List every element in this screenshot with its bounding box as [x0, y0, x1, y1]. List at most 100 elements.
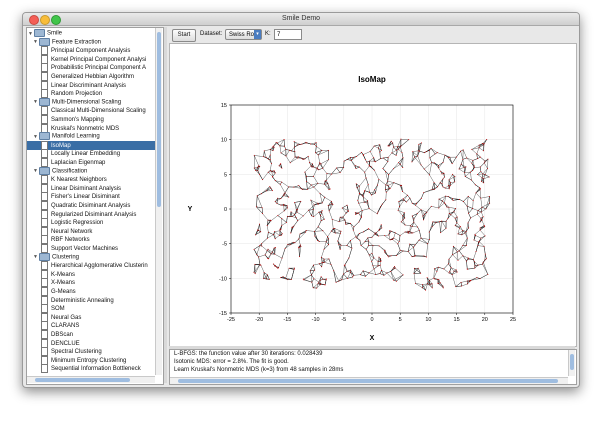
start-button[interactable]: Start: [172, 29, 196, 42]
tree-leaf-item[interactable]: G-Means: [27, 287, 155, 296]
tree-leaf-item[interactable]: Probabilistic Principal Component A: [27, 63, 155, 73]
tree-leaf-item[interactable]: CLARANS: [27, 321, 155, 331]
graph-edge: [398, 149, 403, 153]
graph-edge: [316, 283, 319, 289]
disclosure-triangle-icon[interactable]: ▼: [33, 39, 38, 46]
tree-folder-item[interactable]: ▼ Multi-Dimensional Scaling: [27, 97, 155, 107]
tree-leaf-item[interactable]: Quadratic Disiminant Analysis: [27, 201, 155, 210]
data-point: [360, 215, 362, 217]
graph-edge: [475, 188, 481, 193]
graph-edge: [418, 144, 420, 152]
data-point: [300, 200, 302, 202]
graph-edge: [462, 238, 468, 246]
graph-edge: [461, 232, 466, 235]
graph-edge: [412, 203, 416, 206]
tree-vertical-scrollbar[interactable]: [155, 28, 162, 375]
disclosure-triangle-icon[interactable]: ▼: [33, 99, 38, 106]
tree-leaf-item[interactable]: Linear Discriminant Analysis: [27, 80, 155, 90]
tree-leaf-item[interactable]: Support Vector Machines: [27, 244, 155, 253]
graph-edge: [359, 231, 364, 234]
tree-folder-item[interactable]: ▼ Feature Extraction: [27, 37, 155, 47]
tree-leaf-item[interactable]: X-Means: [27, 278, 155, 288]
log-scroll-thumb[interactable]: [570, 354, 574, 370]
tree-leaf-item[interactable]: Linear Disiminant Analysis: [27, 183, 155, 193]
data-point: [277, 197, 279, 199]
tree-folder-item[interactable]: ▼ Smile: [27, 29, 155, 38]
tree-leaf-item[interactable]: DENCLUE: [27, 338, 155, 348]
disclosure-triangle-icon[interactable]: ▼: [28, 30, 33, 37]
graph-edge: [345, 222, 351, 224]
tree-leaf-item[interactable]: Generalized Hebbian Algorithm: [27, 72, 155, 81]
tree-leaf-item[interactable]: Principal Component Analysis: [27, 46, 155, 56]
horizontal-split-divider[interactable]: [169, 346, 575, 349]
tree-leaf-item[interactable]: Sammon's Mapping: [27, 115, 155, 124]
graph-edge: [369, 268, 375, 273]
tree-leaf-item[interactable]: Kernel Principal Component Analysi: [27, 54, 155, 64]
graph-edge: [268, 171, 272, 173]
tree-leaf-item[interactable]: IsoMap: [27, 140, 155, 150]
tree-folder-item[interactable]: ▼ Classification: [27, 166, 155, 176]
vertical-split-divider[interactable]: [164, 27, 167, 383]
tree-horizontal-scrollbar[interactable]: [27, 376, 155, 383]
tree-leaf-item[interactable]: Logistic Regression: [27, 218, 155, 228]
data-point: [254, 273, 256, 275]
tree-folder-item[interactable]: ▼ Manifold Learning: [27, 132, 155, 141]
tree-leaf-item[interactable]: Minimum Entropy Clustering: [27, 355, 155, 365]
tree-leaf-item[interactable]: Classical Multi-Dimensional Scaling: [27, 106, 155, 116]
close-window-button[interactable]: [29, 15, 39, 25]
log-hscroll-thumb[interactable]: [178, 379, 558, 383]
data-point: [325, 179, 327, 181]
k-input[interactable]: 7: [274, 29, 302, 40]
tree-leaf-item[interactable]: DBScan: [27, 330, 155, 339]
data-point: [335, 281, 337, 283]
graph-edge: [285, 278, 292, 280]
disclosure-triangle-icon[interactable]: ▼: [33, 254, 38, 261]
data-point: [288, 267, 290, 269]
algorithm-tree[interactable]: ▼ Smile ▼ Feature Extraction Principal Compo…: [26, 27, 164, 385]
data-point: [404, 231, 406, 233]
tree-leaf-item[interactable]: Hierarchical Agglomerative Clusterin: [27, 261, 155, 271]
data-point: [467, 283, 469, 285]
log-horizontal-scrollbar[interactable]: [170, 377, 568, 384]
zoom-window-button[interactable]: [51, 15, 61, 25]
graph-edge: [313, 278, 319, 283]
tree-leaf-item[interactable]: Fisher's Linear Disiminant: [27, 192, 155, 202]
tree-leaf-item[interactable]: Random Projection: [27, 89, 155, 99]
tree-hscroll-thumb[interactable]: [35, 378, 130, 382]
tree-leaf-item[interactable]: Neural Network: [27, 226, 155, 236]
document-icon: [41, 72, 48, 81]
graph-edge: [455, 282, 462, 287]
log-output[interactable]: L-BFGS: the function value after 30 iter…: [169, 349, 577, 385]
tree-item-label: SOM: [51, 306, 65, 313]
tree-leaf-item[interactable]: Laplacian Eigenmap: [27, 158, 155, 167]
data-point: [429, 284, 431, 286]
disclosure-triangle-icon[interactable]: ▼: [33, 133, 38, 140]
tree-leaf-item[interactable]: RBF Networks: [27, 235, 155, 245]
graph-edge: [369, 145, 375, 152]
tree-leaf-item[interactable]: K-Means: [27, 269, 155, 279]
minimize-window-button[interactable]: [40, 15, 50, 25]
tree-leaf-item[interactable]: Regularized Disiminant Analysis: [27, 209, 155, 219]
data-point: [312, 209, 314, 211]
tree-leaf-item[interactable]: Locally Linear Embedding: [27, 149, 155, 159]
tree-leaf-item[interactable]: Kruskal's Nonmetric MDS: [27, 123, 155, 133]
disclosure-triangle-icon[interactable]: ▼: [33, 168, 38, 175]
tree-leaf-item[interactable]: SOM: [27, 304, 155, 314]
graph-edge: [436, 267, 439, 272]
tree-leaf-item[interactable]: Neural Gas: [27, 312, 155, 322]
tree-scroll-thumb[interactable]: [157, 32, 161, 207]
tree-item-label: K Nearest Neighbors: [51, 177, 107, 184]
data-point: [346, 244, 348, 246]
graph-edge: [321, 249, 325, 258]
log-vertical-scrollbar[interactable]: [568, 350, 575, 376]
graph-edge: [448, 207, 456, 209]
dataset-select[interactable]: Swiss Roll ▾: [225, 29, 262, 40]
graph-edge: [384, 250, 388, 256]
tree-leaf-item[interactable]: Sequential Information Bottleneck: [27, 364, 155, 374]
tree-leaf-item[interactable]: Deterministic Annealing: [27, 295, 155, 305]
graph-edge: [291, 269, 295, 280]
tree-leaf-item[interactable]: Spectral Clustering: [27, 347, 155, 357]
tree-folder-item[interactable]: ▼ Clustering: [27, 252, 155, 262]
data-point: [484, 174, 486, 176]
tree-leaf-item[interactable]: K Nearest Neighbors: [27, 175, 155, 185]
